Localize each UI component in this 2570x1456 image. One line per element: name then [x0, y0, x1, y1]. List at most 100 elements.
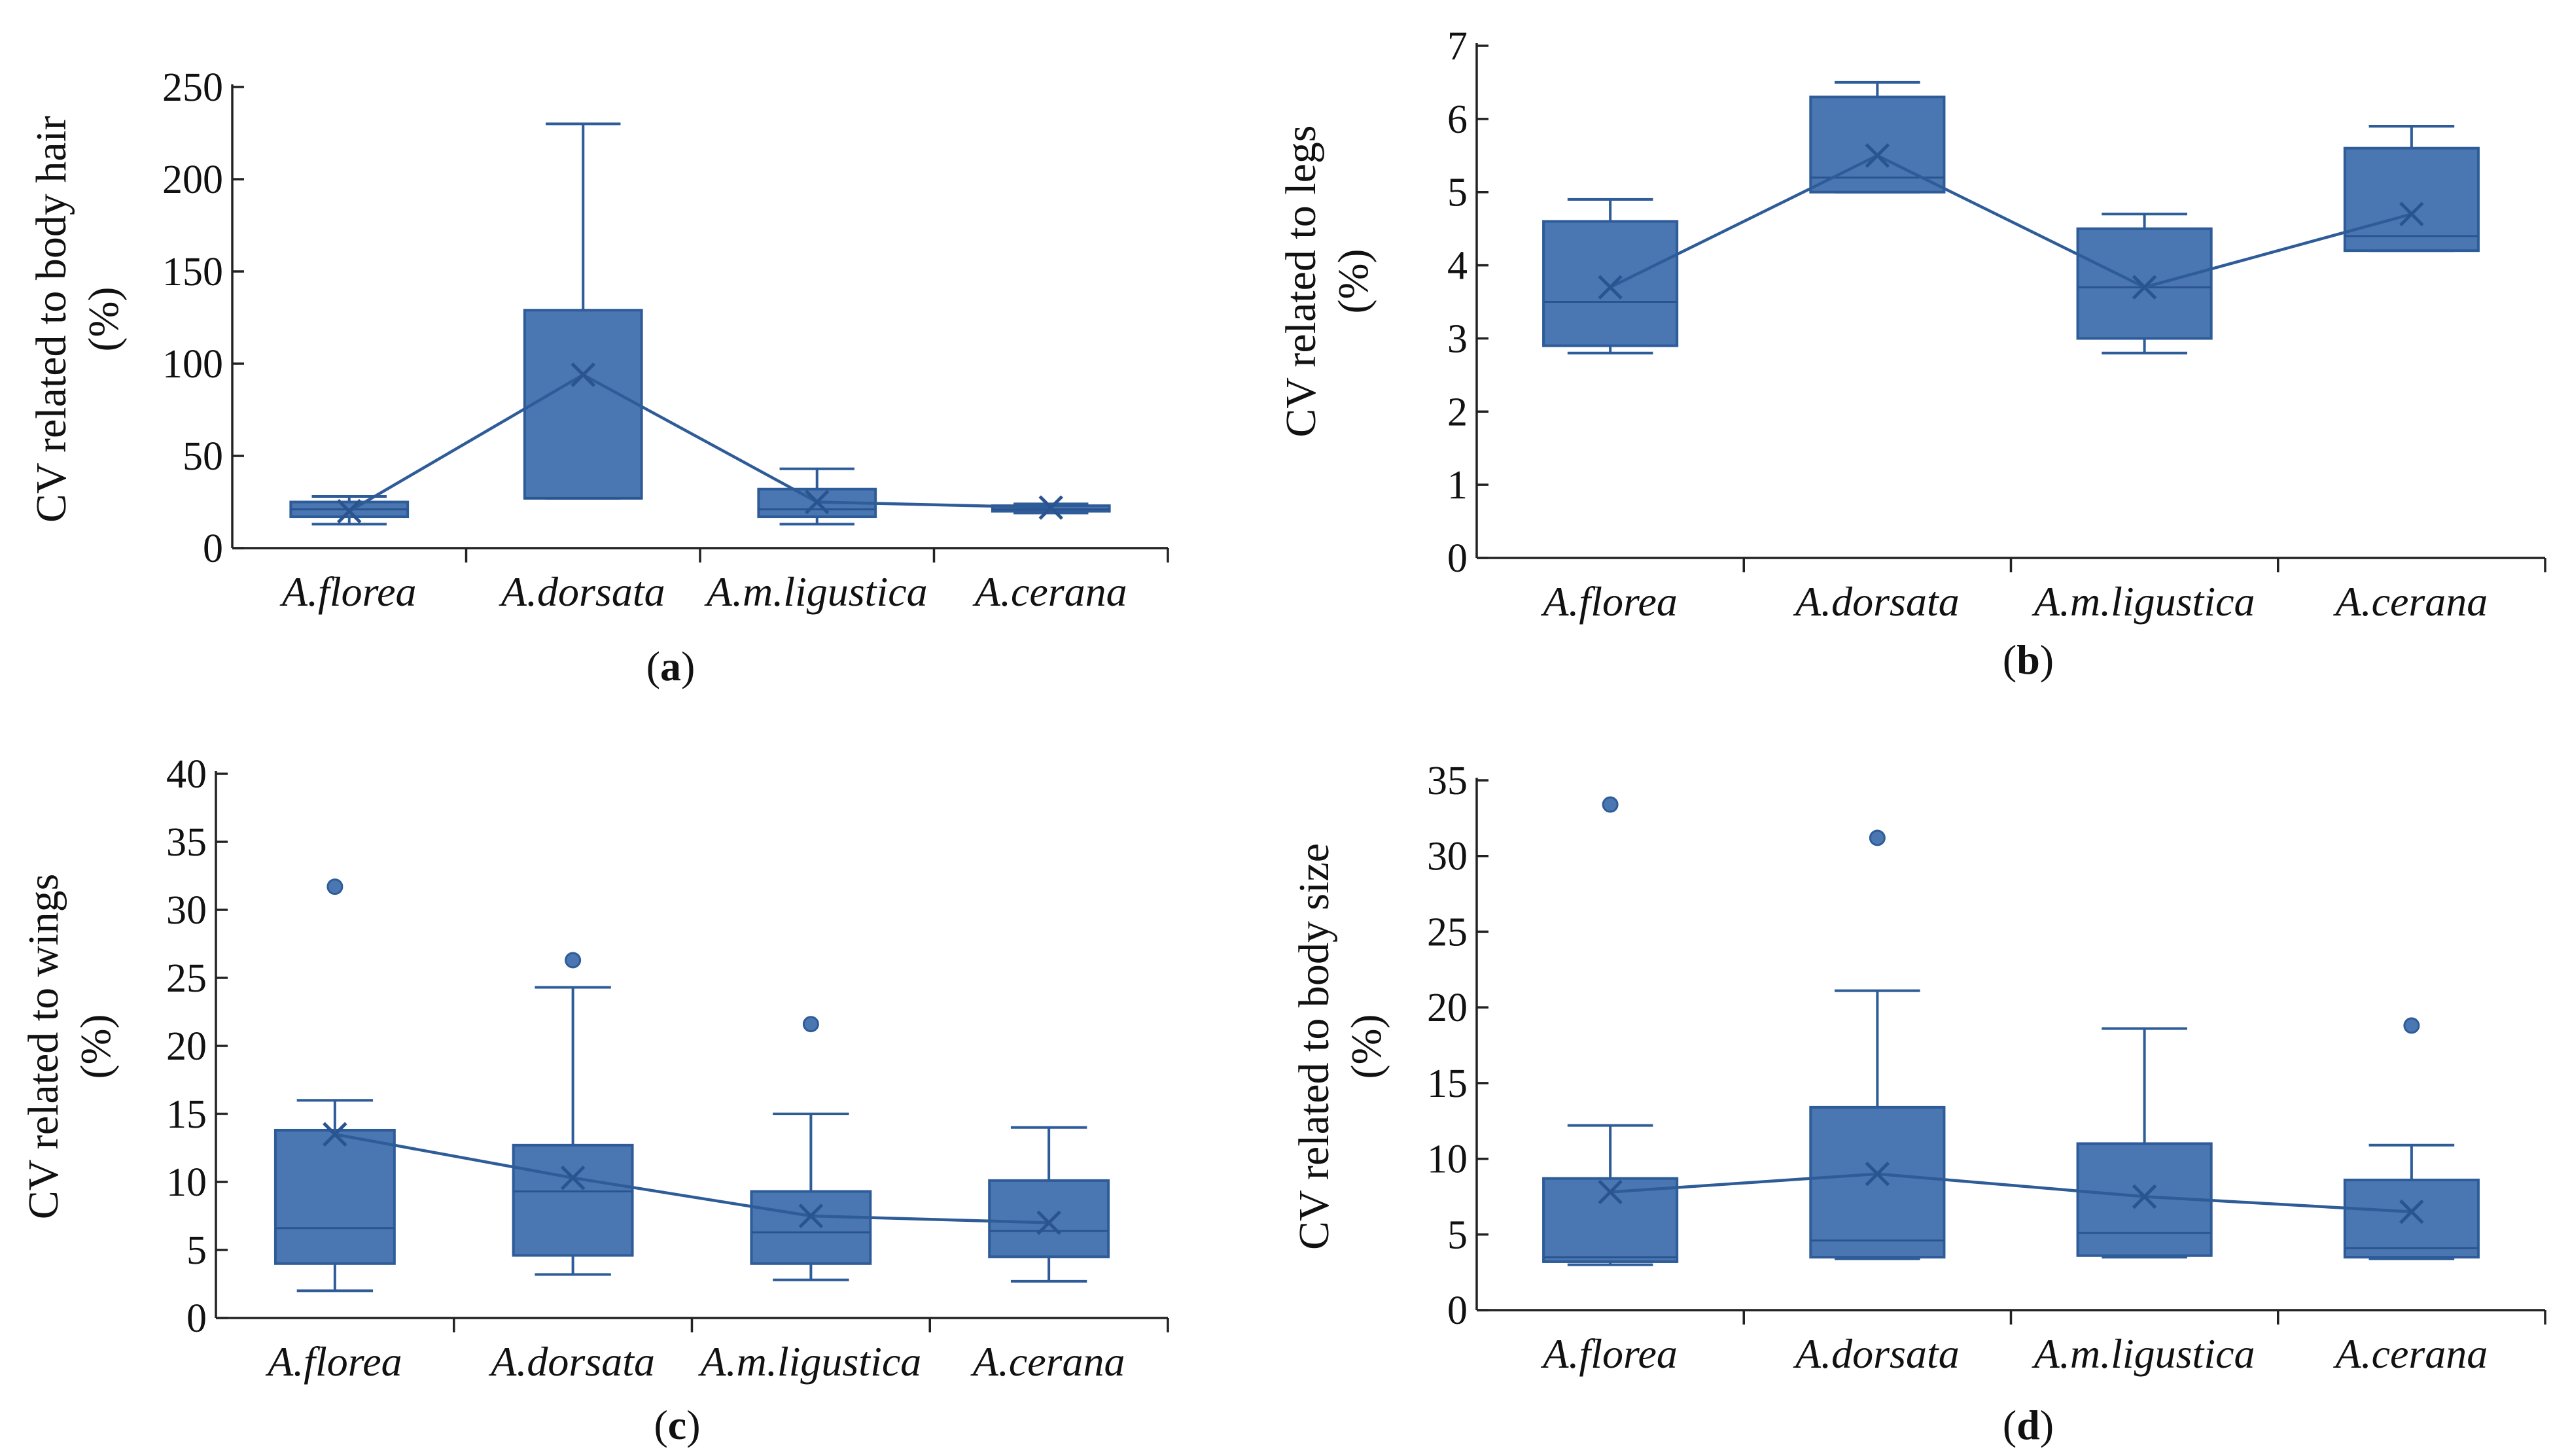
y-tick-label: 25 — [1427, 910, 1468, 954]
panel-a: 0 50 100 150 200 250 A.florea A.dorsata A.m.ligu… — [27, 65, 1169, 689]
y-tick-label: 35 — [166, 820, 207, 865]
mean-marker — [2132, 275, 2157, 300]
box-a-m-ligustica — [750, 1016, 872, 1281]
mean-trend-line — [348, 373, 1051, 513]
outlier-point — [1602, 796, 1619, 813]
y-tick-label: 7 — [1447, 24, 1468, 69]
box-a-dorsata — [1809, 829, 1946, 1260]
panel-letter: c — [668, 1402, 686, 1448]
mean-marker — [798, 1204, 824, 1228]
box-a-florea — [273, 878, 396, 1292]
iqr-box — [2343, 147, 2480, 252]
category-label: A.florea — [1540, 1330, 1678, 1377]
y-axis-title: CV related to wings — [20, 874, 67, 1220]
y-tick-label: 5 — [1447, 1213, 1468, 1257]
y-axis-title: CV related to legs — [1277, 125, 1325, 437]
y-tick-label: 15 — [166, 1092, 207, 1137]
outlier-point — [1869, 829, 1886, 846]
box-a-m-ligustica — [2076, 213, 2213, 355]
y-tick-label: 0 — [203, 527, 223, 571]
box-a-dorsata — [1809, 80, 1946, 194]
iqr-box — [512, 1143, 634, 1257]
mean-marker — [560, 1165, 586, 1190]
category-label: A.m.ligustica — [704, 568, 928, 615]
outlier-point — [326, 878, 343, 895]
outlier-point — [2403, 1017, 2420, 1034]
category-label: A.cerana — [972, 568, 1127, 615]
mean-marker — [1598, 1179, 1623, 1205]
box-a-cerana — [2343, 1017, 2480, 1260]
y-tick-label: 6 — [1447, 97, 1468, 142]
y-tick-label: 15 — [1427, 1062, 1468, 1106]
y-axis-unit: (%) — [1329, 249, 1377, 314]
y-axis-unit: (%) — [80, 287, 128, 352]
y-axis-title: CV related to body size — [1290, 843, 1338, 1250]
category-label: A.m.ligustica — [2032, 578, 2255, 625]
box-a-m-ligustica — [2076, 1027, 2213, 1258]
outlier-point — [565, 952, 582, 969]
category-label: A.m.ligustica — [2032, 1330, 2255, 1377]
y-axis-unit: (%) — [72, 1014, 120, 1079]
panel-b: 0 1 2 3 4 5 6 7 A.florea A.dorsata A.m.ligustica A.… — [1277, 24, 2546, 683]
y-tick-label: 250 — [162, 65, 223, 110]
y-tick-label: 0 — [1447, 1289, 1468, 1333]
y-tick-label: 0 — [186, 1296, 207, 1341]
mean-trend-line — [334, 1132, 1049, 1224]
panel-label: (b) — [2003, 636, 2054, 683]
iqr-box — [1542, 220, 1679, 347]
mean-marker — [2132, 1184, 2157, 1209]
mean-marker — [2399, 1199, 2424, 1224]
panel-label: (a) — [646, 643, 695, 689]
mean-marker — [571, 362, 596, 387]
iqr-box — [273, 1128, 396, 1265]
box-a-cerana — [988, 1126, 1110, 1283]
panel-d: 0 5 10 15 20 25 30 35 A.florea A.dorsata A.m.ligus… — [1290, 759, 2546, 1448]
mean-marker — [2399, 201, 2424, 227]
mean-marker — [1598, 275, 1623, 300]
mean-marker — [1865, 143, 1890, 168]
panel-letter: a — [660, 643, 681, 689]
mean-marker — [1038, 495, 1064, 520]
category-label: A.cerana — [2332, 578, 2488, 625]
y-tick-label: 5 — [186, 1228, 207, 1273]
mean-trend-line — [1610, 154, 2412, 289]
panel-c: 0 5 10 15 20 25 30 35 40 A.florea A.dorsata A.m.lig… — [20, 752, 1169, 1448]
y-tick-label: 30 — [166, 888, 207, 933]
category-label: A.florea — [265, 1338, 402, 1385]
box-a-cerana — [2343, 125, 2480, 252]
y-tick-label: 5 — [1447, 171, 1468, 215]
box-a-m-ligustica — [757, 467, 877, 526]
iqr-box — [750, 1190, 872, 1265]
mean-marker — [804, 489, 830, 515]
y-tick-label: 30 — [1427, 835, 1468, 879]
y-tick-label: 40 — [166, 752, 207, 797]
y-tick-label: 10 — [1427, 1137, 1468, 1182]
y-axis-title: CV related to body hair — [27, 116, 75, 523]
y-axis-unit: (%) — [1343, 1014, 1390, 1079]
category-label: A.cerana — [970, 1338, 1125, 1385]
y-tick-label: 25 — [166, 956, 207, 1001]
panel-letter: d — [2016, 1402, 2040, 1448]
y-tick-label: 35 — [1427, 759, 1468, 803]
box-a-florea — [1542, 198, 1679, 355]
category-label: A.florea — [279, 568, 417, 615]
y-tick-label: 3 — [1447, 317, 1468, 361]
y-tick-label: 0 — [1447, 536, 1468, 581]
panel-label: (d) — [2003, 1402, 2054, 1448]
category-label: A.dorsata — [1793, 1330, 1960, 1377]
mean-marker — [1036, 1210, 1061, 1236]
y-tick-label: 4 — [1447, 244, 1468, 288]
y-tick-label: 1 — [1447, 463, 1468, 508]
mean-marker — [336, 498, 362, 524]
iqr-box — [1809, 1105, 1946, 1259]
panel-label: (c) — [654, 1402, 700, 1448]
category-label: A.dorsata — [499, 568, 665, 615]
panel-letter: b — [2016, 636, 2040, 683]
category-label: A.dorsata — [488, 1338, 655, 1385]
iqr-box — [988, 1179, 1110, 1258]
iqr-box — [2343, 1178, 2480, 1259]
y-tick-label: 10 — [166, 1160, 207, 1205]
mean-marker — [1865, 1161, 1890, 1187]
